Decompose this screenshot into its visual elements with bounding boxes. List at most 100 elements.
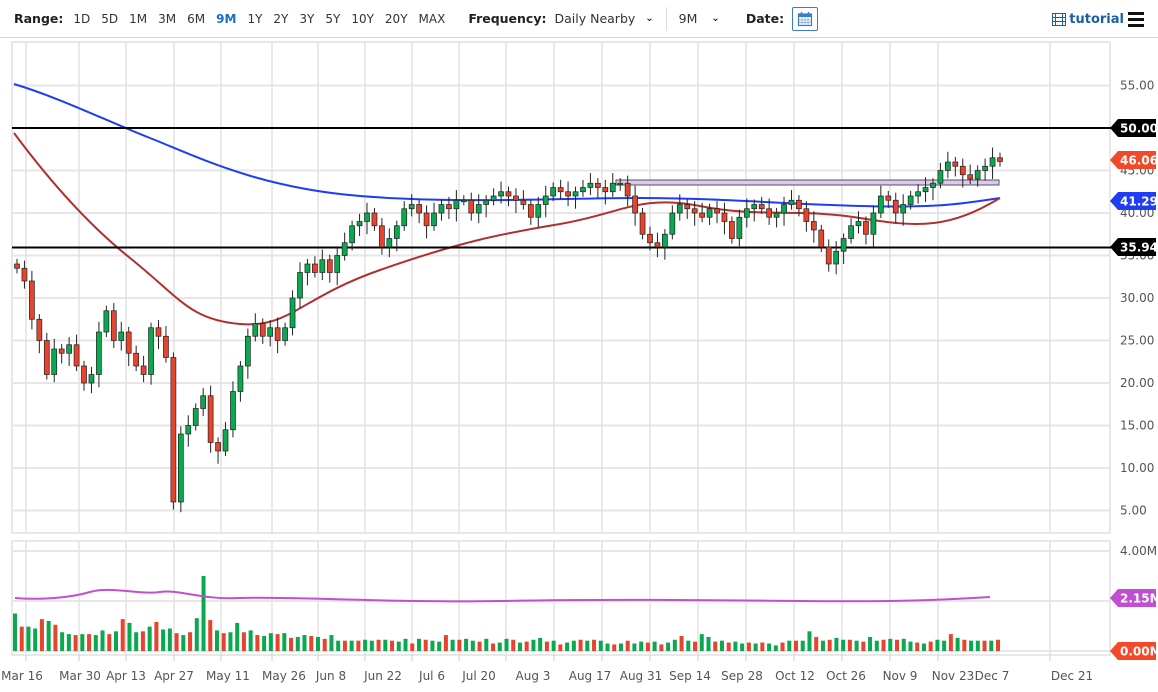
volume-bar [188, 632, 193, 651]
volume-bar [194, 618, 199, 651]
tutorial-link[interactable]: tutorial [1052, 12, 1124, 27]
candle [334, 247, 341, 286]
candle [282, 322, 288, 346]
range-button-10y[interactable]: 10Y [351, 11, 374, 26]
candle [58, 343, 65, 364]
range-button-9m[interactable]: 9M [216, 11, 237, 26]
candle [66, 337, 72, 366]
toolbar-divider [665, 6, 667, 31]
x-tick: Sep 28 [721, 669, 763, 683]
candle [304, 258, 311, 286]
candle [892, 192, 899, 224]
candle [825, 239, 832, 272]
volume-bar [484, 638, 489, 651]
volume-bar [538, 637, 543, 651]
volume-bar [315, 636, 320, 651]
price-tick: 5.00 [1120, 504, 1147, 518]
candle [676, 194, 683, 221]
range-label: Range: [14, 11, 64, 26]
volume-bar [942, 640, 947, 651]
candle [245, 328, 251, 379]
volume-bar [376, 639, 381, 651]
volume-bar [652, 641, 657, 651]
candle [110, 303, 117, 349]
range-button-5y[interactable]: 5Y [325, 11, 341, 26]
candle [527, 199, 534, 225]
candle [431, 202, 437, 231]
candle [915, 184, 921, 204]
volume-bar [60, 632, 65, 651]
svg-text:0.00M: 0.00M [1120, 645, 1158, 659]
price-tick: 30.00 [1120, 291, 1154, 305]
volume-bar [921, 643, 926, 651]
volume-bar [134, 632, 139, 651]
range-button-1m[interactable]: 1M [129, 11, 148, 26]
candle [982, 158, 988, 181]
frequency-dropdown[interactable]: Daily Nearby ⌄ [555, 11, 654, 26]
x-tick: May 26 [262, 669, 306, 683]
volume-bar [309, 636, 314, 651]
sma-badge: 41.29 [1110, 192, 1158, 210]
candle [103, 305, 110, 338]
sma-long-line [13, 83, 1001, 208]
candle [840, 233, 847, 264]
candle [729, 216, 735, 244]
volume-bar [113, 631, 118, 651]
hamburger-menu-icon[interactable] [1128, 12, 1144, 30]
volume-bar [807, 631, 812, 651]
candle [557, 179, 564, 200]
candle [505, 186, 512, 207]
range-button-3y[interactable]: 3Y [299, 11, 315, 26]
volume-bar [760, 642, 765, 651]
date-picker-button[interactable] [792, 6, 819, 31]
volume-bar [565, 642, 570, 651]
volume-bar [571, 640, 576, 651]
volume-bar [214, 630, 219, 651]
period-dropdown[interactable]: 9M ⌄ [679, 11, 720, 26]
candle [706, 203, 713, 225]
candle [833, 241, 840, 275]
svg-text:35.94: 35.94 [1120, 241, 1158, 255]
range-button-1y[interactable]: 1Y [247, 11, 263, 26]
candle [773, 207, 780, 228]
volume-bar [53, 624, 58, 651]
volume-bar [39, 619, 44, 651]
volume-bar [147, 626, 152, 651]
range-button-max[interactable]: MAX [418, 11, 446, 26]
range-button-2y[interactable]: 2Y [273, 11, 289, 26]
volume-bar [733, 641, 738, 651]
volume-bar [46, 621, 51, 651]
volume-bar [33, 628, 38, 651]
candle [632, 185, 638, 226]
range-button-3m[interactable]: 3M [158, 11, 177, 26]
volume-bar [780, 642, 785, 651]
x-tick: Nov 9 [883, 669, 918, 683]
range-button-5d[interactable]: 5D [101, 11, 119, 26]
volume-bar [517, 642, 522, 651]
volume-bar [598, 640, 603, 651]
volume-bar [544, 641, 549, 651]
candle [252, 313, 259, 342]
candle [781, 196, 787, 226]
chart-toolbar: Range: 1D 5D 1M 3M 6M 9M 1Y 2Y 3Y 5Y 10Y 20Y MAX Fre… [0, 0, 1158, 38]
x-tick: Apr 27 [154, 669, 194, 683]
volume-bar [672, 639, 677, 651]
volume-bar [679, 636, 684, 651]
volume-bar [928, 641, 933, 651]
price-chart[interactable]: 55.0050.0045.0040.0035.0030.0025.0020.00… [0, 38, 1158, 692]
candle [766, 198, 772, 225]
volume-bar [457, 639, 462, 651]
resistance-zone[interactable] [615, 179, 1000, 186]
range-button-20y[interactable]: 20Y [384, 11, 408, 26]
x-tick: Mar 30 [59, 669, 101, 683]
candle [788, 190, 795, 210]
svg-text:2.15M: 2.15M [1120, 592, 1158, 606]
candle [810, 211, 817, 243]
candle [393, 220, 400, 252]
range-button-1d[interactable]: 1D [73, 11, 91, 26]
volume-bar [632, 643, 637, 651]
range-button-6m[interactable]: 6M [187, 11, 206, 26]
volume-bar [605, 643, 610, 651]
candle [237, 360, 244, 402]
candle [758, 196, 765, 214]
